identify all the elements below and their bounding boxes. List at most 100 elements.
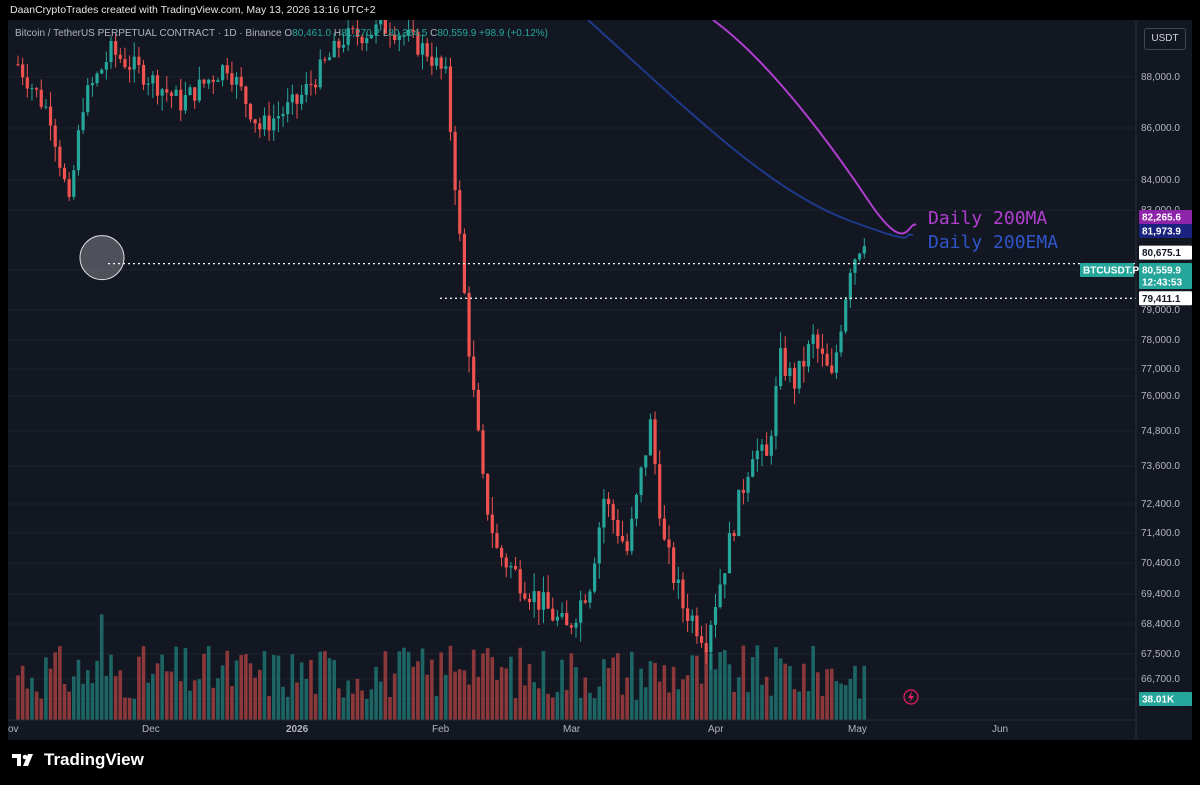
volume-bar — [509, 656, 513, 720]
candle-body — [667, 539, 671, 548]
volume-bar — [285, 696, 290, 720]
change-value: +98.9 (+0.12%) — [479, 28, 548, 39]
candle-body — [783, 348, 787, 376]
volume-bar — [85, 670, 90, 720]
volume-bar — [39, 698, 44, 720]
volume-bar — [685, 675, 690, 720]
volume-bar — [313, 693, 318, 720]
volume-bar — [230, 685, 234, 720]
volume-bar — [323, 651, 327, 720]
candle-body — [58, 146, 62, 168]
volume-bar — [137, 656, 141, 720]
tradingview-logo[interactable]: TradingView — [12, 750, 144, 770]
candle-body — [244, 86, 248, 104]
volume-bar — [471, 649, 476, 720]
candle-body — [658, 464, 662, 519]
volume-bar — [518, 647, 522, 720]
volume-bar — [523, 685, 527, 720]
candle-body — [644, 455, 648, 468]
candle-body — [337, 40, 341, 48]
candle-body — [109, 41, 113, 63]
candle-body — [653, 419, 657, 465]
candle-body — [774, 386, 778, 436]
candle-body — [792, 368, 797, 389]
volume-bar — [104, 675, 109, 720]
candle-body — [500, 547, 504, 558]
symbol-legend[interactable]: Bitcoin / TetherUS PERPETUAL CONTRACT · … — [15, 28, 548, 39]
volume-bar — [425, 674, 429, 720]
ticker-tag: BTCUSDT.P — [1083, 266, 1139, 277]
candle-body — [686, 608, 690, 621]
volume-bar — [355, 678, 360, 720]
candle-body — [430, 56, 434, 66]
volume-bar — [709, 653, 713, 720]
volume-bar — [44, 657, 48, 720]
ma-annotation: Daily 200MA — [928, 208, 1048, 229]
candle-body — [527, 598, 532, 603]
volume-bar — [420, 648, 425, 720]
close-value: 80,559.9 — [437, 28, 477, 39]
volume-bar — [662, 665, 667, 720]
candle-body — [272, 118, 276, 131]
candle-body — [560, 613, 564, 617]
candle-body — [351, 28, 355, 30]
candle-body — [160, 89, 164, 96]
candle-body — [751, 459, 755, 477]
candle-body — [839, 331, 843, 353]
candle-body — [695, 615, 699, 637]
candle-body — [132, 56, 136, 70]
currency-button[interactable]: USDT — [1144, 28, 1186, 50]
volume-bar — [839, 683, 843, 720]
candle-body — [35, 88, 39, 90]
lower-line-tag: 79,411.1 — [1142, 294, 1181, 305]
volume-bar — [318, 651, 323, 720]
high-label: H — [333, 28, 342, 39]
horizontal-lines — [79, 235, 1136, 299]
volume-bar — [225, 650, 230, 720]
chart-area[interactable]: 88,000.086,000.084,000.083,000.080,400.0… — [8, 20, 1192, 740]
candle-body — [90, 83, 94, 86]
volume-bar — [99, 614, 104, 720]
candle-body — [290, 94, 294, 103]
candle-body — [62, 167, 67, 180]
open-value: 80,461.0 — [292, 28, 332, 39]
volume-bar — [416, 661, 420, 720]
volume-bar — [597, 686, 602, 720]
volume-bar — [402, 647, 406, 720]
price-chart[interactable]: 88,000.086,000.084,000.083,000.080,400.0… — [8, 20, 1192, 740]
candle-body — [630, 518, 634, 552]
candle-body — [741, 489, 745, 493]
candle-body — [248, 103, 253, 120]
volume-bar — [327, 658, 332, 720]
volume-bar — [690, 655, 695, 720]
upper-line-tag: 80,675.1 — [1142, 248, 1181, 259]
volume-bar — [741, 645, 746, 720]
volume-bar — [555, 691, 560, 720]
candle-body — [420, 43, 425, 55]
volume-bar — [197, 679, 202, 720]
volume-bar — [234, 660, 239, 720]
candle-body — [346, 28, 350, 45]
volume-bar — [862, 665, 867, 720]
volume-bar — [853, 665, 857, 720]
candle-body — [323, 59, 327, 61]
candle-body — [104, 62, 108, 70]
volume-bar — [151, 673, 155, 720]
volume-bar — [369, 689, 374, 720]
candle-body — [230, 73, 234, 85]
volume-bar — [388, 696, 392, 720]
candle-body — [202, 79, 206, 84]
candle-body — [518, 569, 522, 594]
time-axis: ov Dec 2026 Feb Mar Apr May Jun — [8, 719, 1136, 735]
candle-body — [458, 190, 462, 234]
volume-bar — [453, 671, 457, 720]
volume-bar — [360, 690, 364, 720]
candle-body — [858, 253, 862, 260]
candle-body — [318, 59, 322, 88]
candle-body — [276, 116, 280, 119]
ema-annotation: Daily 200EMA — [928, 232, 1059, 253]
volume-bar — [76, 659, 81, 720]
volume-bar — [123, 697, 127, 720]
candle-body — [723, 573, 727, 585]
candle-body — [165, 89, 169, 93]
